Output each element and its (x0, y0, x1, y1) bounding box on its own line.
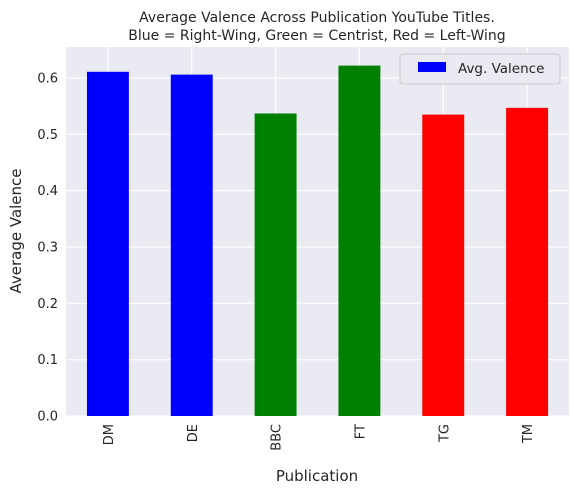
y-tick-label: 0.4 (37, 184, 58, 199)
bars (86, 65, 549, 417)
bar-bbc (254, 113, 297, 417)
x-axis-ticks: DM DE BBC FT TG TM (102, 424, 536, 451)
legend: Avg. Valence (399, 53, 561, 85)
bar-tm (506, 107, 549, 417)
y-axis-ticks: 0.0 0.1 0.2 0.3 0.4 0.5 0.6 (37, 71, 58, 424)
chart-subtitle: Blue = Right-Wing, Green = Centrist, Red… (128, 28, 505, 44)
bar-tg (422, 114, 465, 416)
bar-ft (338, 65, 381, 416)
legend-label: Avg. Valence (458, 61, 544, 77)
y-tick-label: 0.2 (37, 297, 58, 312)
x-tick-label: TM (521, 424, 536, 444)
y-tick-label: 0.6 (37, 71, 58, 86)
x-tick-label: BBC (270, 424, 285, 451)
y-tick-label: 0.3 (37, 240, 58, 255)
bar-de (170, 74, 213, 416)
legend-box (399, 53, 561, 85)
plot-area (66, 47, 569, 416)
x-axis-label: Publication (276, 467, 358, 485)
x-tick-label: TG (437, 424, 452, 443)
y-tick-label: 0.1 (37, 353, 58, 368)
legend-swatch (418, 62, 446, 72)
y-axis-label: Average Valence (7, 168, 25, 293)
y-tick-label: 0.0 (37, 410, 58, 425)
x-tick-label: FT (353, 424, 368, 439)
x-tick-label: DM (102, 424, 117, 445)
y-tick-label: 0.5 (37, 128, 58, 143)
chart-title: Average Valence Across Publication YouTu… (139, 10, 495, 26)
bar-dm (86, 71, 129, 417)
x-tick-label: DE (186, 424, 201, 442)
